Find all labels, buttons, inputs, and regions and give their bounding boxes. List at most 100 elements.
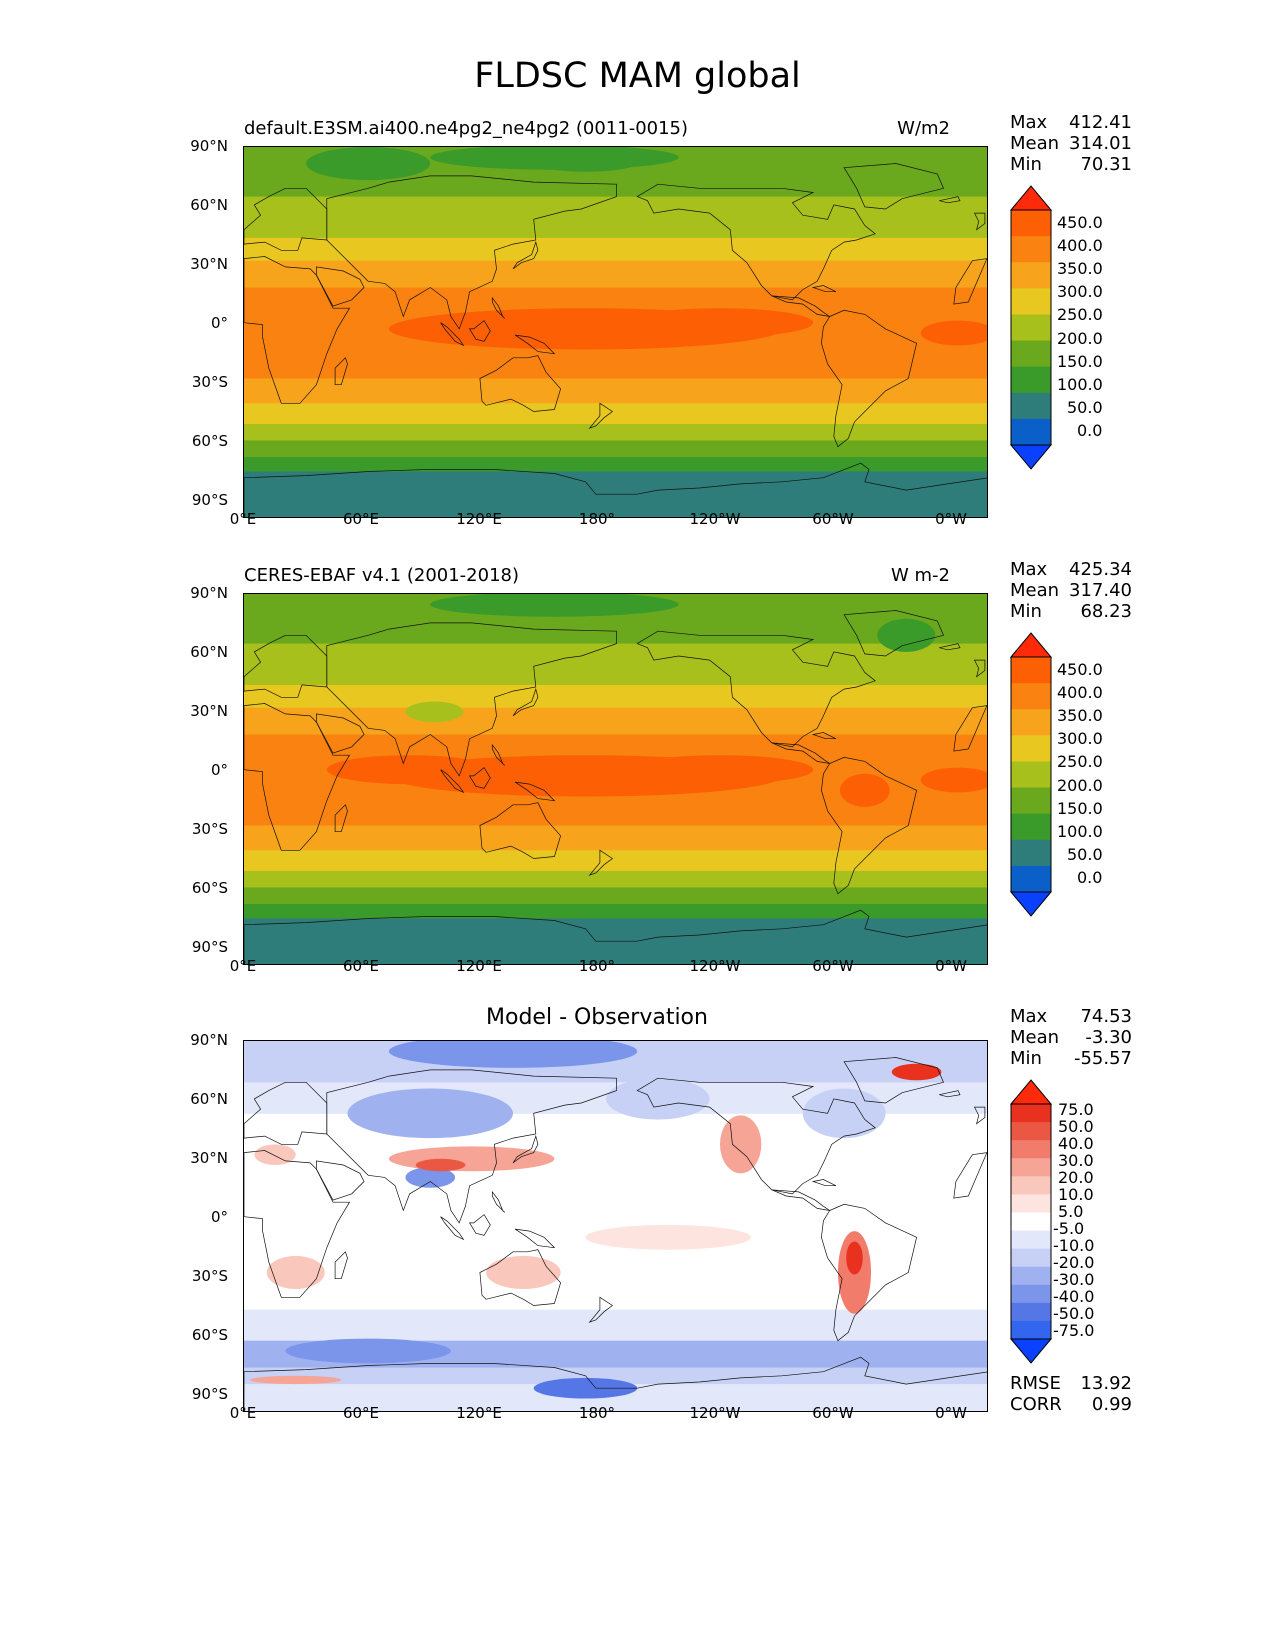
contour-band xyxy=(244,237,987,262)
colorbar-extend-min xyxy=(1009,444,1053,470)
coastline xyxy=(468,320,491,342)
positive-anomaly-region xyxy=(719,1115,762,1174)
panel-3-lon-tick: 180° xyxy=(578,1404,616,1422)
stat-key: Min xyxy=(1010,154,1042,175)
colorbar-segment xyxy=(1011,761,1051,789)
coastline xyxy=(588,849,614,876)
coastline xyxy=(316,713,365,754)
colorbar-segment xyxy=(1011,839,1051,867)
panel-2-map xyxy=(243,593,988,965)
colorbar-label: 400.0 xyxy=(1057,236,1103,255)
colorbar-label: 40.0 xyxy=(1058,1134,1094,1153)
coastline xyxy=(811,285,837,293)
stat-key: Min xyxy=(1010,601,1042,622)
colorbar-segment xyxy=(1011,1266,1051,1286)
coastlines xyxy=(244,610,987,964)
panel-1-lon-tick: 60°W xyxy=(812,510,854,528)
tibet-region xyxy=(405,701,464,723)
panel-3-lon-tick: 120°E xyxy=(456,1404,502,1422)
coastline xyxy=(514,1228,556,1249)
panel-2-title-left: CERES-EBAF v4.1 (2001-2018) xyxy=(244,565,520,586)
colorbar-label: 200.0 xyxy=(1057,776,1103,795)
coastline xyxy=(440,769,465,794)
stat-key: Max xyxy=(1010,112,1048,133)
panel-3-lon-tick: 0°W xyxy=(935,1404,967,1422)
coastline xyxy=(512,240,539,270)
coastline xyxy=(514,781,556,802)
coastline xyxy=(636,183,876,301)
panel-2-lon-tick: 120°E xyxy=(456,957,502,975)
coastline xyxy=(939,196,961,204)
coastline xyxy=(843,610,944,657)
stat-value: 412.41 xyxy=(1069,112,1132,133)
colorbar-label: 150.0 xyxy=(1057,799,1103,818)
tropical-max-region xyxy=(626,308,814,338)
positive-anomaly-region xyxy=(585,1224,752,1250)
stat-value: -3.30 xyxy=(1085,1027,1132,1048)
coastline xyxy=(811,732,837,740)
colorbar-segment xyxy=(1011,1230,1051,1250)
coastline xyxy=(491,296,506,319)
colorbar-label: 30.0 xyxy=(1058,1151,1094,1170)
coastline xyxy=(636,1077,876,1195)
stat-key: Mean xyxy=(1010,580,1060,601)
contour-band xyxy=(244,825,987,851)
colorbar-segment xyxy=(1011,1248,1051,1268)
coastline xyxy=(821,756,918,895)
colorbar-label: -75.0 xyxy=(1053,1321,1095,1340)
contour-band xyxy=(244,457,987,472)
colorbar-label: 250.0 xyxy=(1057,752,1103,771)
panel-3-lat-tick: 90°S xyxy=(191,1385,228,1403)
panel-3-lat-tick: 30°S xyxy=(191,1267,228,1285)
contour-band xyxy=(244,949,987,964)
coastlines xyxy=(244,1057,987,1411)
panel-3-lat-tick: 60°N xyxy=(190,1090,228,1108)
coastline xyxy=(244,256,351,404)
panel-1-title-left: default.E3SM.ai400.ne4pg2_ne4pg2 (0011-0… xyxy=(244,118,689,139)
colorbar-segment xyxy=(1011,709,1051,736)
positive-anomaly-region xyxy=(254,1144,296,1165)
colorbar-extend-max xyxy=(1009,632,1053,658)
colorbar-label: 450.0 xyxy=(1057,660,1103,679)
coastline xyxy=(244,634,328,698)
panel-1-lon-tick: 120°E xyxy=(456,510,502,528)
panel-2-lat-tick: 60°N xyxy=(190,643,228,661)
coastline xyxy=(244,462,987,517)
contour-band xyxy=(244,1309,987,1342)
contour-band xyxy=(244,403,987,425)
panel-3-stats: Max 74.53 Mean -3.30 Min -55.57 xyxy=(1010,1006,1132,1072)
coastline xyxy=(244,909,987,964)
panel-1-lat-tick: 0° xyxy=(210,314,228,332)
panel-1-lat-tick: 60°S xyxy=(191,432,228,450)
colorbar-label: 450.0 xyxy=(1057,213,1103,232)
contour-band xyxy=(244,440,987,458)
panel-1-lat-tick: 30°N xyxy=(190,255,228,273)
coastline xyxy=(512,1134,539,1164)
colorbar-segment xyxy=(1011,1104,1051,1123)
coastline xyxy=(479,1249,561,1306)
contour-band xyxy=(244,684,987,709)
stat-value: -55.57 xyxy=(1073,1048,1132,1069)
colorbar-segment xyxy=(1011,1158,1051,1177)
coastline xyxy=(479,355,561,412)
stat-value: 68.23 xyxy=(1080,601,1132,622)
panel-2-lon-tick: 60°E xyxy=(342,957,380,975)
colorbar-label: -50.0 xyxy=(1053,1304,1095,1323)
coastline xyxy=(316,266,365,307)
panel-3-lat-tick: 30°N xyxy=(190,1149,228,1167)
colorbar-segment xyxy=(1011,262,1051,289)
panel-1-lat-tick: 90°N xyxy=(190,137,228,155)
coastline xyxy=(973,659,986,678)
colorbar-label: 300.0 xyxy=(1057,729,1103,748)
stat-key: Min xyxy=(1010,1048,1042,1069)
panel-2-stats: Max 425.34 Mean 317.40 Min 68.23 xyxy=(1010,559,1132,625)
colorbar-outline xyxy=(1010,209,1052,446)
positive-anomaly-region xyxy=(846,1241,863,1275)
arctic-region xyxy=(430,147,679,170)
panel-3-map xyxy=(243,1040,988,1412)
coastline xyxy=(440,1216,465,1241)
coastline xyxy=(953,258,987,305)
colorbar-extend-min xyxy=(1009,1338,1053,1364)
colorbar-segment xyxy=(1011,735,1051,762)
colorbar-segment xyxy=(1011,1122,1051,1141)
